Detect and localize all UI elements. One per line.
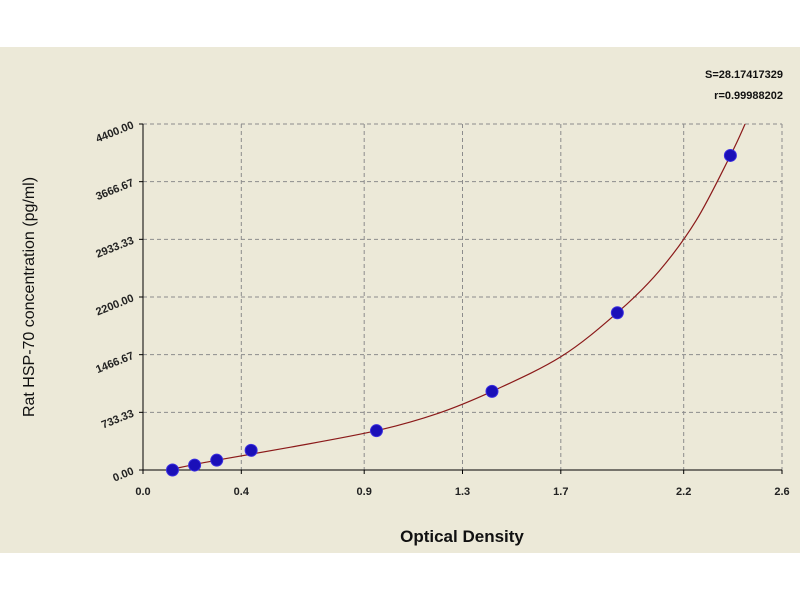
x-tick-labels: 0.0 0.4 0.9 1.3 1.7 2.2 2.6 (135, 486, 789, 498)
data-point (244, 443, 258, 457)
y-tick-label: 3666.67 (94, 177, 135, 203)
x-tick-label: 2.2 (676, 486, 691, 498)
tick-marks (139, 123, 783, 474)
x-tick-label: 1.7 (553, 486, 568, 498)
chart-figure: 0.0 0.4 0.9 1.3 1.7 2.2 2.6 0.00 733.33 1466.67 2… (0, 47, 800, 553)
data-point (165, 463, 179, 477)
y-tick-label: 4400.00 (94, 119, 135, 145)
y-tick-label: 2200.00 (94, 292, 135, 318)
y-tick-label: 733.33 (100, 408, 136, 432)
annotation-s: S=28.17417329 (705, 69, 783, 81)
gridlines (143, 123, 783, 470)
chart-svg: 0.0 0.4 0.9 1.3 1.7 2.2 2.6 0.00 733.33 1466.67 2… (21, 69, 790, 546)
x-tick-label: 2.6 (774, 486, 789, 498)
x-tick-label: 0.9 (357, 486, 372, 498)
data-point (485, 384, 499, 398)
x-tick-label: 0.4 (234, 486, 250, 498)
data-point (188, 458, 202, 472)
x-tick-label: 1.3 (455, 486, 470, 498)
x-axis-label: Optical Density (400, 527, 524, 546)
x-tick-label: 0.0 (135, 486, 150, 498)
data-point (369, 424, 383, 438)
y-tick-label: 0.00 (111, 465, 135, 484)
data-point (610, 306, 624, 320)
y-tick-label: 1466.67 (94, 350, 135, 376)
y-tick-labels: 0.00 733.33 1466.67 2200.00 2933.33 3666.67 44… (94, 119, 135, 484)
annotation-r: r=0.99988202 (714, 90, 783, 102)
y-tick-label: 2933.33 (94, 235, 135, 261)
data-point (210, 453, 224, 467)
data-point (723, 148, 737, 162)
data-points (165, 148, 737, 477)
y-axis-label: Rat HSP-70 concentration (pg/ml) (21, 177, 38, 417)
fit-curve (167, 123, 746, 471)
